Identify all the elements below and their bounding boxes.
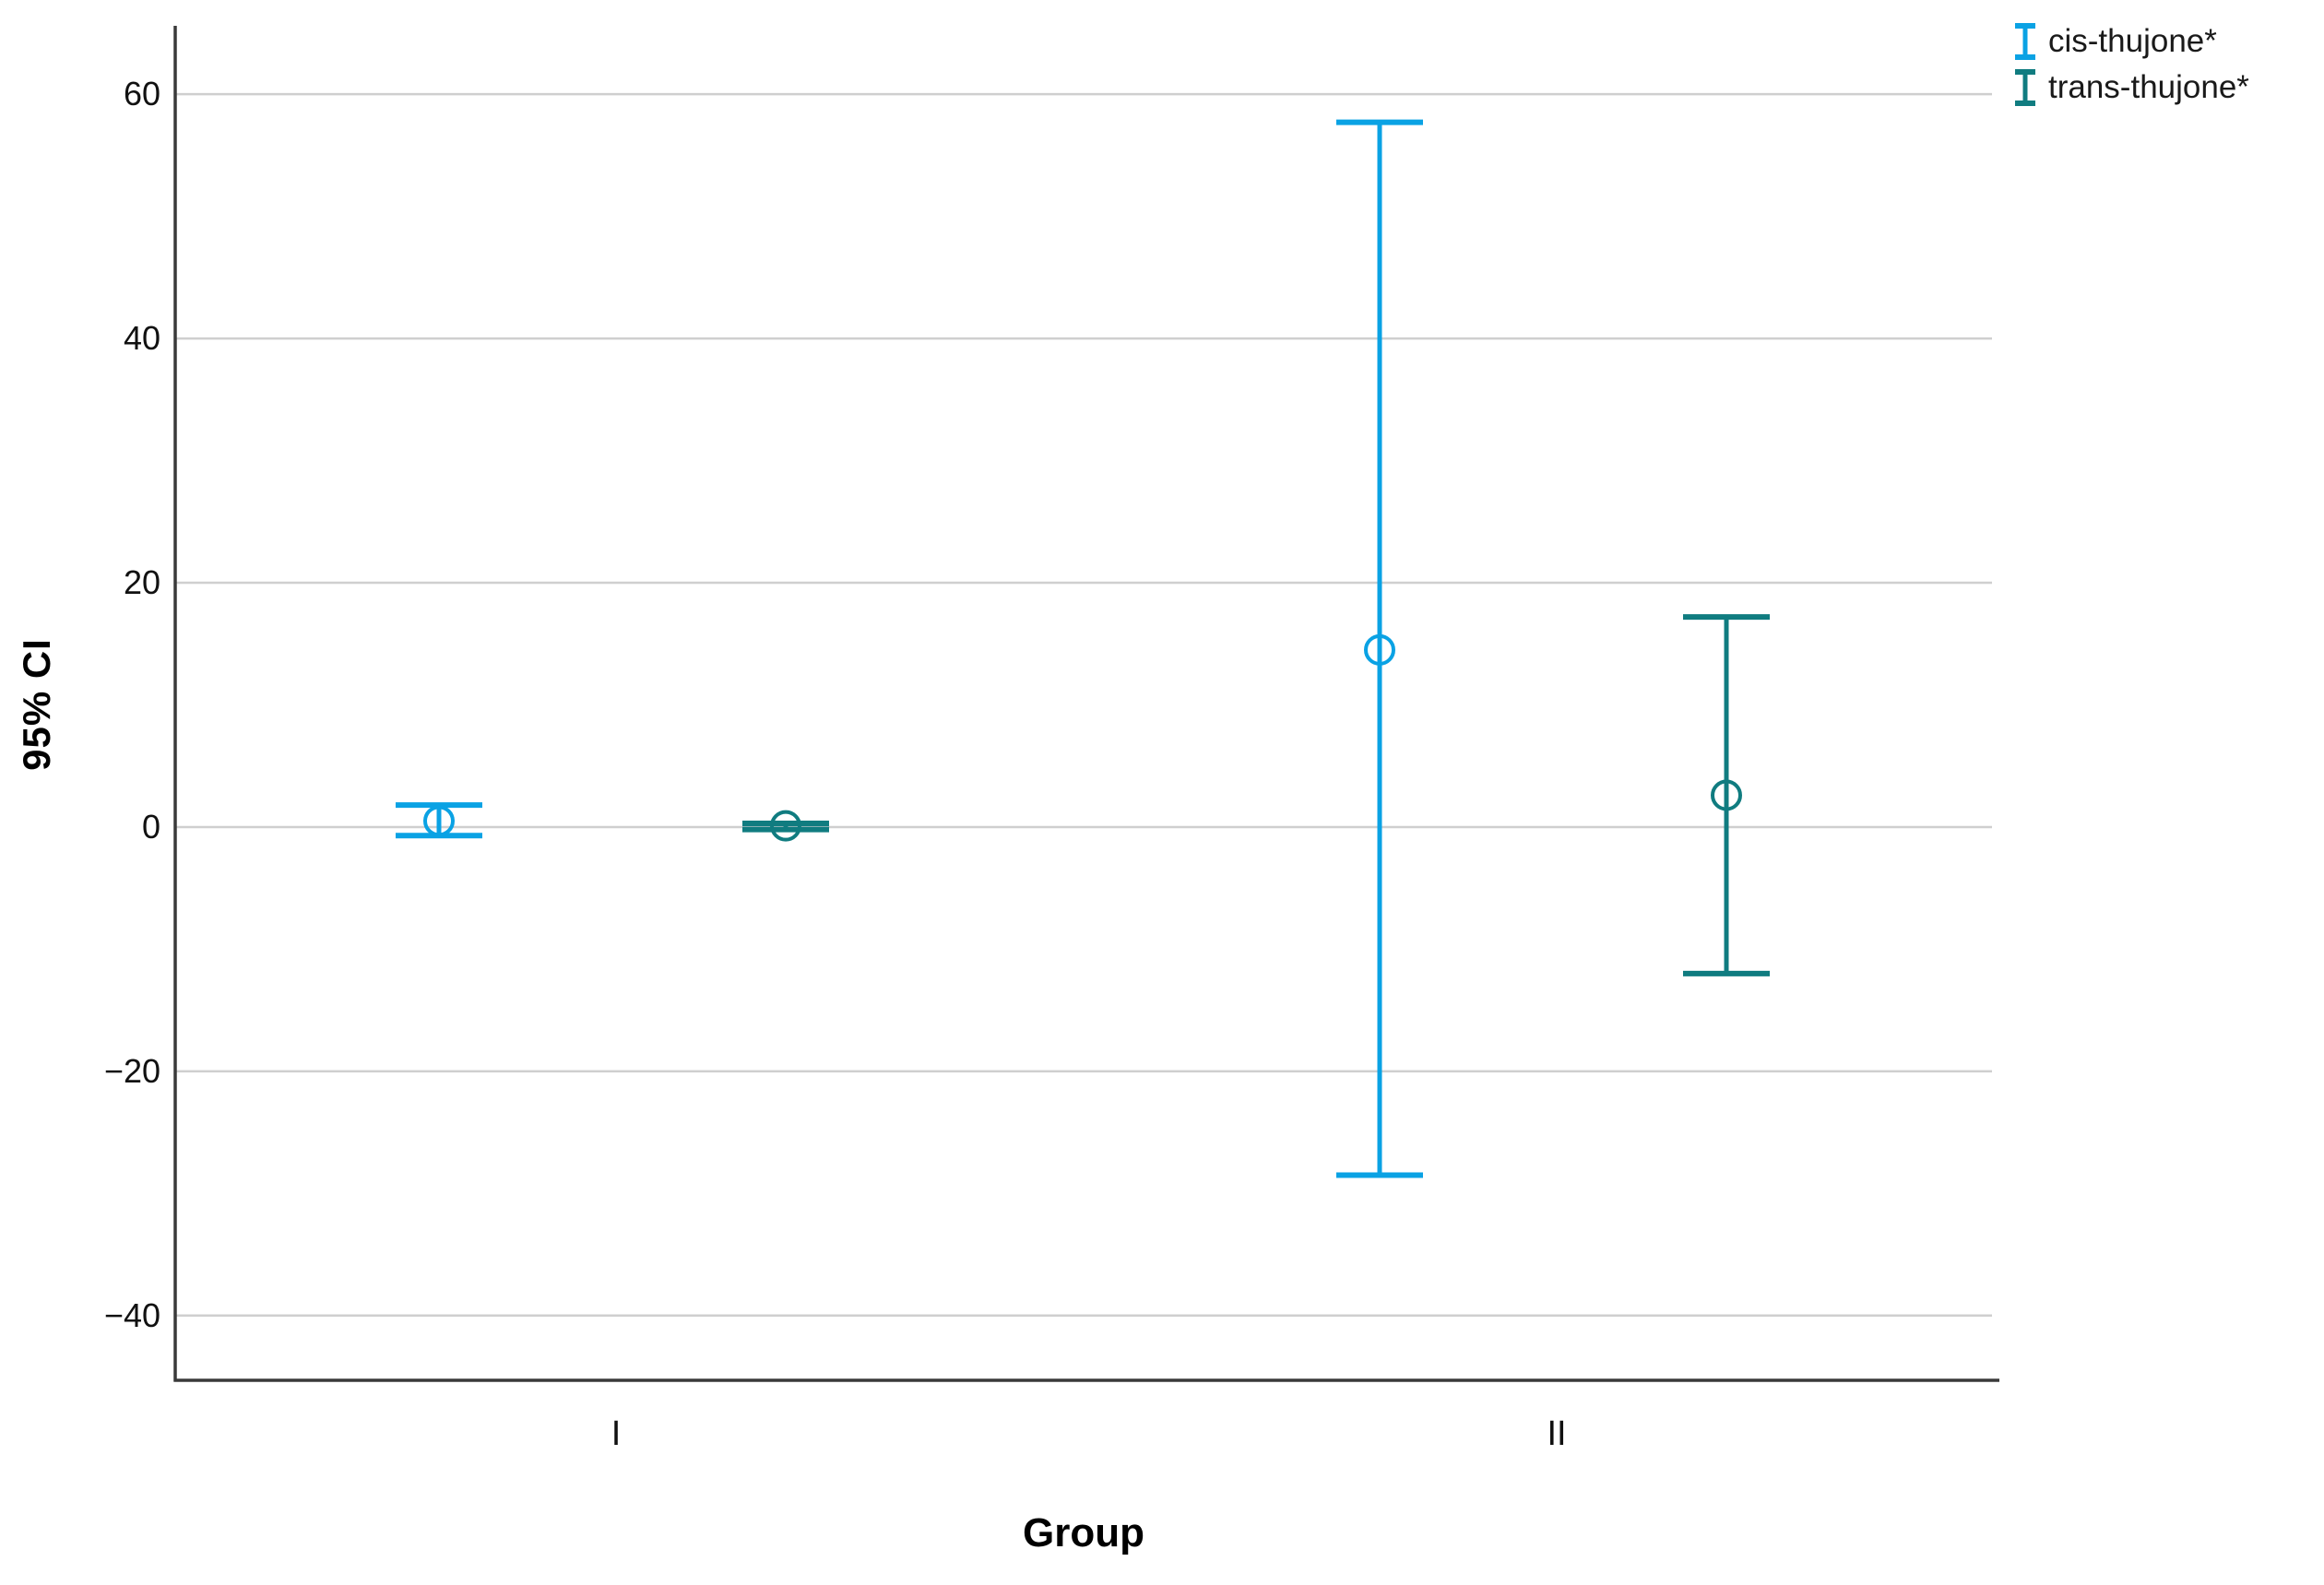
legend-label: cis-thujone* xyxy=(2048,23,2217,59)
y-tick-label: 60 xyxy=(124,75,160,112)
x-axis-title: Group xyxy=(1023,1510,1144,1555)
legend-item-trans-thujone: trans-thujone* xyxy=(2013,66,2249,109)
mean-marker xyxy=(1711,779,1742,811)
legend-label: trans-thujone* xyxy=(2048,69,2249,105)
mean-marker xyxy=(423,805,455,837)
y-axis-title: 95% CI xyxy=(15,638,58,771)
y-tick-label: −20 xyxy=(104,1052,160,1090)
y-tick-label: 0 xyxy=(142,808,160,846)
mean-marker xyxy=(770,810,801,842)
legend-item-cis-thujone: cis-thujone* xyxy=(2013,20,2249,63)
x-tick-label: I xyxy=(611,1414,622,1453)
mean-marker xyxy=(1364,633,1395,666)
errorbar-icon xyxy=(2015,23,2035,60)
x-tick-label: II xyxy=(1547,1414,1566,1453)
y-tick-label: −40 xyxy=(104,1296,160,1334)
y-tick-label: 40 xyxy=(124,319,160,357)
legend: cis-thujone* trans-thujone* xyxy=(2013,20,2249,109)
y-tick-label: 20 xyxy=(124,563,160,601)
errorbar-icon xyxy=(2015,69,2035,106)
